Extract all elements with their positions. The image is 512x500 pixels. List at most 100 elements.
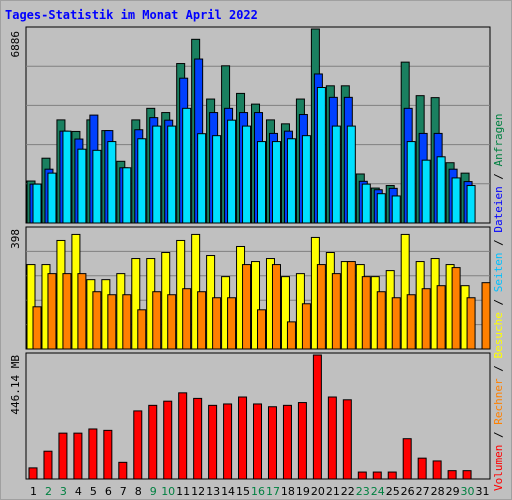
bar-seiten-day-14 xyxy=(227,119,237,224)
bar-volumen-day-22 xyxy=(342,399,352,480)
bar-rechner-day-16 xyxy=(257,309,267,350)
legend-seiten: Seiten xyxy=(492,252,505,293)
x-tick-label-23: 23 xyxy=(356,485,370,498)
bar-seiten-day-15 xyxy=(242,125,252,224)
bar-volumen-day-23 xyxy=(357,471,367,480)
bar-seiten-day-7 xyxy=(122,167,132,224)
bar-rechner-day-23 xyxy=(361,276,371,350)
bar-rechner-day-9 xyxy=(152,291,162,350)
x-tick-label-21: 21 xyxy=(326,485,340,498)
x-tick-label-30: 30 xyxy=(461,485,475,498)
bar-rechner-day-4 xyxy=(77,273,87,350)
bar-volumen-day-7 xyxy=(118,461,128,480)
bar-rechner-day-27 xyxy=(421,288,431,350)
bar-volumen-day-11 xyxy=(178,392,188,480)
bar-volumen-day-13 xyxy=(208,404,218,480)
x-tick-label-10: 10 xyxy=(161,485,175,498)
x-tick-label-26: 26 xyxy=(401,485,415,498)
bar-rechner-day-30 xyxy=(466,297,476,350)
x-tick-label-8: 8 xyxy=(135,485,142,498)
bar-rechner-day-14 xyxy=(227,297,237,350)
bar-rechner-day-25 xyxy=(391,297,401,350)
panel-bottom-max-label: 446.14 MB xyxy=(9,355,22,415)
bar-seiten-day-22 xyxy=(346,125,356,224)
x-tick-label-27: 27 xyxy=(416,485,430,498)
bar-rechner-day-22 xyxy=(346,261,356,350)
x-tick-label-16: 16 xyxy=(251,485,265,498)
x-tick-label-5: 5 xyxy=(90,485,97,498)
panel-middle-max-label: 398 xyxy=(9,229,22,249)
x-tick-label-17: 17 xyxy=(266,485,280,498)
bar-rechner-day-28 xyxy=(436,285,446,350)
x-tick-label-20: 20 xyxy=(311,485,325,498)
x-tick-label-18: 18 xyxy=(281,485,295,498)
bar-rechner-day-26 xyxy=(406,294,416,350)
x-tick-label-24: 24 xyxy=(371,485,385,498)
bar-volumen-day-16 xyxy=(253,403,263,480)
bar-volumen-day-12 xyxy=(193,397,203,480)
bar-seiten-day-13 xyxy=(212,135,222,224)
bar-rechner-day-3 xyxy=(62,273,72,350)
bar-besuche-day-26 xyxy=(400,233,410,350)
bar-besuche-day-16 xyxy=(251,261,261,350)
bar-volumen-day-6 xyxy=(103,429,113,480)
bar-seiten-day-27 xyxy=(421,159,431,224)
bar-volumen-day-1 xyxy=(28,467,38,480)
x-tick-label-15: 15 xyxy=(236,485,250,498)
legend-anfragen: Anfragen xyxy=(492,113,505,167)
x-tick-label-4: 4 xyxy=(75,485,82,498)
bar-seiten-day-11 xyxy=(182,107,192,224)
bar-seiten-day-3 xyxy=(62,130,72,224)
bar-volumen-day-29 xyxy=(447,470,457,480)
bar-seiten-day-30 xyxy=(466,185,476,224)
bar-seiten-day-5 xyxy=(92,149,102,224)
bar-volumen-day-20 xyxy=(312,354,322,480)
bar-besuche-day-8 xyxy=(131,258,141,350)
legend-separator: / xyxy=(492,232,505,253)
bar-volumen-day-18 xyxy=(282,404,292,480)
bar-rechner-day-8 xyxy=(137,309,147,350)
bar-seiten-day-16 xyxy=(257,141,267,224)
bar-volumen-day-24 xyxy=(372,471,382,480)
bar-seiten-day-6 xyxy=(107,141,117,224)
x-tick-label-13: 13 xyxy=(206,485,220,498)
x-tick-label-19: 19 xyxy=(296,485,310,498)
bar-seiten-day-4 xyxy=(77,148,87,224)
bar-rechner-day-1 xyxy=(32,306,42,350)
legend-separator: / xyxy=(492,358,505,379)
bar-seiten-day-19 xyxy=(301,135,311,224)
side-legend-text: Volumen / Rechner / Besuche / Seiten / D… xyxy=(492,113,505,491)
bar-volumen-day-8 xyxy=(133,410,143,480)
bar-volumen-day-17 xyxy=(267,406,277,480)
bar-volumen-day-4 xyxy=(73,432,83,480)
bar-rechner-day-6 xyxy=(107,294,117,350)
bar-rechner-day-21 xyxy=(331,273,341,350)
legend-rechner: Rechner xyxy=(492,378,505,425)
bar-volumen-day-28 xyxy=(432,460,442,480)
bar-rechner-day-31 xyxy=(481,282,491,350)
bar-volumen-day-3 xyxy=(58,432,68,480)
bar-rechner-day-24 xyxy=(376,291,386,350)
x-tick-label-7: 7 xyxy=(120,485,127,498)
legend-separator: / xyxy=(492,292,505,313)
bar-seiten-day-17 xyxy=(271,141,281,224)
bar-volumen-day-21 xyxy=(327,396,337,480)
bar-volumen-day-26 xyxy=(402,438,412,480)
x-tick-label-25: 25 xyxy=(386,485,400,498)
bar-rechner-day-13 xyxy=(212,297,222,350)
bar-besuche-day-18 xyxy=(280,276,290,350)
bar-seiten-day-1 xyxy=(32,183,42,224)
bar-volumen-day-9 xyxy=(148,404,158,480)
bar-volumen-day-2 xyxy=(43,450,53,480)
bar-seiten-day-26 xyxy=(406,141,416,224)
x-tick-label-12: 12 xyxy=(191,485,205,498)
bar-seiten-day-21 xyxy=(331,125,341,224)
legend-separator: / xyxy=(492,424,505,445)
bar-rechner-day-17 xyxy=(271,264,281,350)
bar-seiten-day-12 xyxy=(197,133,207,224)
bar-volumen-day-25 xyxy=(387,471,397,480)
bar-rechner-day-15 xyxy=(242,264,252,350)
bar-seiten-day-23 xyxy=(361,183,371,224)
